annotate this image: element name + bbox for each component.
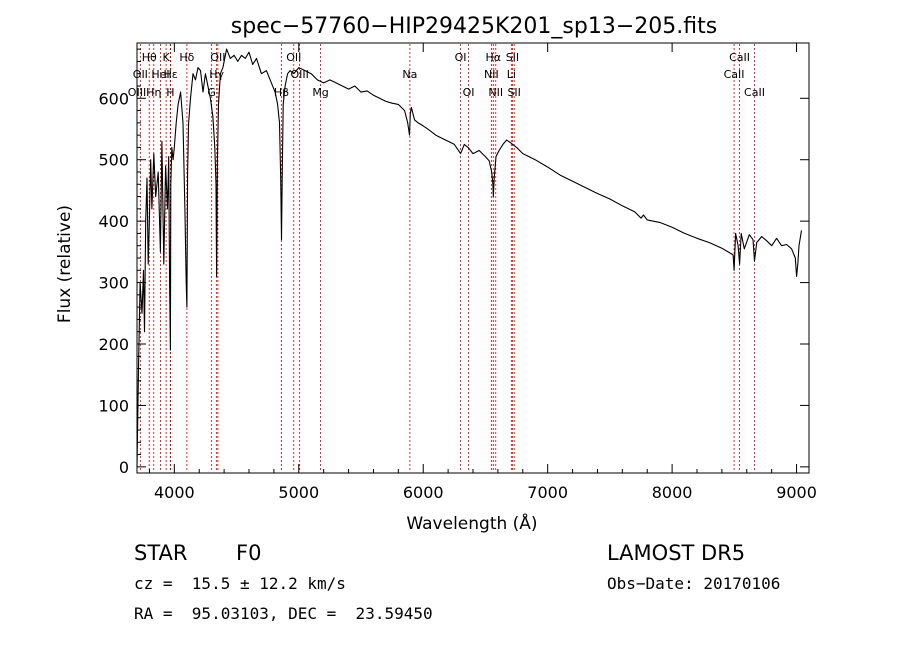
x-tick-label: 6000: [403, 483, 444, 502]
spectral-line-label: Mg: [312, 86, 328, 99]
y-tick-label: 500: [98, 151, 129, 170]
obs-date: Obs−Date: 20170106: [607, 574, 781, 593]
spectral-line-label: Hε: [163, 68, 177, 81]
spectral-line-label: CaII: [724, 68, 745, 81]
spectral-line-label: Hθ: [142, 51, 157, 64]
spectral-line-label: H: [166, 86, 174, 99]
spectral-line-label: OII: [286, 51, 301, 64]
y-tick-label: 400: [98, 212, 129, 231]
plot-frame: [136, 42, 810, 474]
chart-title: spec−57760−HIP29425K201_sp13−205.fits: [231, 14, 717, 39]
subclass: F0: [236, 541, 262, 565]
spectral-line-label: CaII: [744, 86, 765, 99]
redshift-text: cz = 15.5 ± 12.2 km/s: [134, 574, 346, 593]
spectral-line-label: Hγ: [209, 68, 224, 81]
x-tick-label: 4000: [154, 483, 195, 502]
spectral-line-label: Hδ: [179, 51, 194, 64]
y-tick-label: 100: [98, 396, 129, 415]
spectral-line-label: OI: [463, 86, 475, 99]
spectral-line-label: HeI: [151, 68, 169, 81]
object-class: STAR: [134, 541, 188, 565]
spectral-line-label: SII: [507, 86, 520, 99]
y-tick-label: 0: [119, 458, 129, 477]
coordinates: RA = 95.03103, DEC = 23.59450: [134, 604, 433, 623]
spectral-line-label: SII: [506, 51, 519, 64]
y-tick-label: 300: [98, 274, 129, 293]
spectral-line-label: OIII: [290, 68, 308, 81]
y-axis-ticks: 0 100 200 300 400 500 600: [98, 48, 809, 477]
y-tick-label: 200: [98, 335, 129, 354]
spectral-line-label: G: [207, 86, 216, 99]
x-axis-label: Wavelength (Å): [406, 512, 537, 534]
survey-name: LAMOST DR5: [607, 541, 746, 565]
y-tick-label: 600: [98, 89, 129, 108]
spectral-line-label: Na: [402, 68, 417, 81]
spectral-line-label: NII: [488, 86, 503, 99]
x-axis-ticks: 4000 5000 6000 7000 8000 9000: [148, 43, 817, 502]
spectral-line-label: Hα: [486, 51, 502, 64]
spectral-line-markers: [136, 44, 755, 472]
x-tick-label: 7000: [527, 483, 568, 502]
spectral-line-label: NII: [484, 68, 499, 81]
spectral-line-label: K: [163, 51, 171, 64]
spectral-line-label: OI: [455, 51, 467, 64]
spectral-line-label: Hη: [146, 86, 161, 99]
spectrum-line: [136, 48, 803, 467]
x-tick-label: 9000: [776, 483, 817, 502]
y-axis-label: Flux (relative): [55, 205, 75, 323]
spectral-line-label: Li: [507, 68, 516, 81]
x-tick-label: 5000: [278, 483, 319, 502]
spectral-line-label: OII: [133, 68, 148, 81]
spectral-line-label: CaII: [729, 51, 750, 64]
x-tick-label: 8000: [652, 483, 693, 502]
spectral-line-label: OII: [210, 51, 225, 64]
